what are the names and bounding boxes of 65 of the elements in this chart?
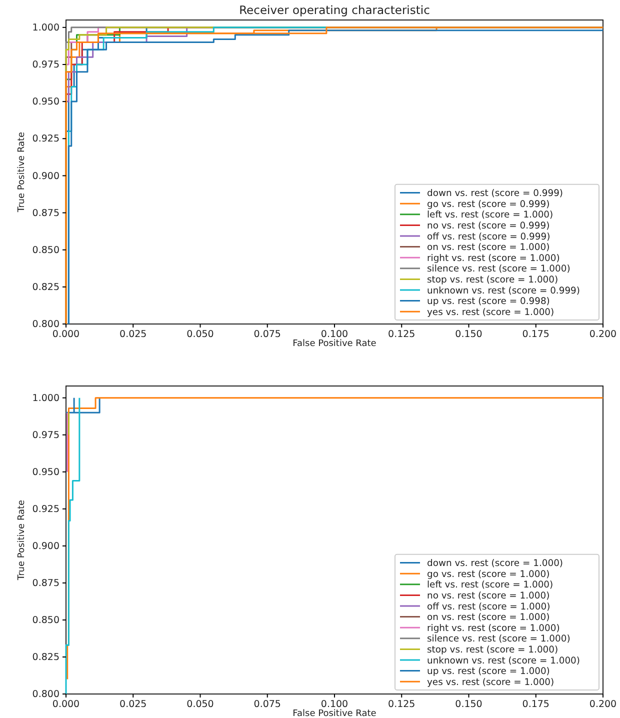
y-tick-label: 0.850 bbox=[32, 615, 60, 626]
legend-label: up vs. rest (score = 1.000) bbox=[427, 666, 550, 678]
x-tick-label: 0.150 bbox=[455, 329, 482, 340]
x-tick-label: 0.000 bbox=[52, 329, 80, 340]
y-tick-label: 1.000 bbox=[32, 22, 60, 34]
x-axis-title: False Positive Rate bbox=[292, 709, 377, 718]
legend-label: stop vs. rest (score = 1.000) bbox=[427, 644, 558, 656]
legend-label: go vs. rest (score = 0.999) bbox=[427, 198, 550, 210]
x-tick-label: 0.050 bbox=[186, 329, 214, 340]
legend-label: unknown vs. rest (score = 0.999) bbox=[427, 285, 580, 296]
y-tick-label: 0.900 bbox=[32, 540, 60, 552]
legend-label: silence vs. rest (score = 1.000) bbox=[427, 264, 570, 275]
legend-label: left vs. rest (score = 1.000) bbox=[427, 210, 554, 221]
legend-label: left vs. rest (score = 1.000) bbox=[427, 580, 554, 591]
y-tick-label: 0.925 bbox=[32, 134, 60, 145]
legend-label: yes vs. rest (score = 1.000) bbox=[427, 306, 554, 318]
y-tick-label: 0.950 bbox=[32, 466, 60, 478]
legend-label: on vs. rest (score = 1.000) bbox=[427, 612, 550, 624]
x-tick-label: 0.200 bbox=[589, 329, 617, 340]
y-tick-label: 0.875 bbox=[32, 578, 60, 589]
x-tick-label: 0.125 bbox=[388, 699, 416, 710]
y-tick-label: 0.800 bbox=[32, 319, 60, 330]
x-tick-label: 0.150 bbox=[455, 699, 482, 710]
legend-label: no vs. rest (score = 0.999) bbox=[427, 220, 550, 232]
legend-label: off vs. rest (score = 1.000) bbox=[427, 601, 550, 612]
legend-label: no vs. rest (score = 1.000) bbox=[427, 590, 550, 602]
y-tick-label: 0.950 bbox=[32, 96, 60, 108]
legend-label: right vs. rest (score = 1.000) bbox=[427, 252, 560, 264]
x-tick-label: 0.200 bbox=[589, 699, 617, 710]
y-tick-label: 0.850 bbox=[32, 244, 60, 256]
x-tick-label: 0.100 bbox=[320, 699, 348, 710]
x-tick-label: 0.100 bbox=[320, 329, 348, 340]
x-tick-label: 0.175 bbox=[522, 699, 550, 710]
x-tick-label: 0.075 bbox=[254, 699, 281, 710]
x-tick-label: 0.025 bbox=[120, 329, 147, 340]
y-tick-label: 0.825 bbox=[32, 282, 60, 293]
x-tick-label: 0.125 bbox=[388, 329, 416, 340]
x-tick-label: 0.000 bbox=[52, 699, 80, 710]
x-axis-title: False Positive Rate bbox=[292, 339, 377, 349]
y-tick-label: 0.925 bbox=[32, 504, 60, 515]
legend-label: go vs. rest (score = 1.000) bbox=[427, 568, 550, 580]
legend-label: right vs. rest (score = 1.000) bbox=[427, 622, 560, 634]
legend-label: unknown vs. rest (score = 1.000) bbox=[427, 655, 580, 666]
y-tick-label: 1.000 bbox=[32, 392, 60, 404]
x-tick-label: 0.075 bbox=[254, 329, 281, 340]
chart-title: Receiver operating characteristic bbox=[239, 3, 430, 17]
y-tick-label: 0.825 bbox=[32, 652, 60, 664]
legend-label: yes vs. rest (score = 1.000) bbox=[427, 676, 554, 688]
y-tick-label: 0.900 bbox=[32, 170, 60, 182]
y-axis-title: True Positive Rate bbox=[17, 499, 27, 582]
y-tick-label: 0.800 bbox=[32, 689, 60, 700]
legend-label: on vs. rest (score = 1.000) bbox=[427, 242, 550, 254]
y-tick-label: 0.875 bbox=[32, 208, 60, 219]
y-tick-label: 0.975 bbox=[32, 430, 60, 441]
x-tick-label: 0.175 bbox=[522, 329, 550, 340]
y-tick-label: 0.975 bbox=[32, 60, 60, 71]
legend-label: off vs. rest (score = 0.999) bbox=[427, 231, 550, 242]
legend-label: down vs. rest (score = 0.999) bbox=[427, 188, 564, 200]
x-tick-label: 0.050 bbox=[186, 699, 214, 710]
x-tick-label: 0.025 bbox=[120, 699, 147, 710]
legend-label: stop vs. rest (score = 1.000) bbox=[427, 274, 558, 286]
legend-label: up vs. rest (score = 0.998) bbox=[427, 296, 550, 308]
y-axis-title: True Positive Rate bbox=[17, 131, 27, 214]
legend-label: silence vs. rest (score = 1.000) bbox=[427, 634, 570, 645]
legend-label: down vs. rest (score = 1.000) bbox=[427, 558, 564, 570]
